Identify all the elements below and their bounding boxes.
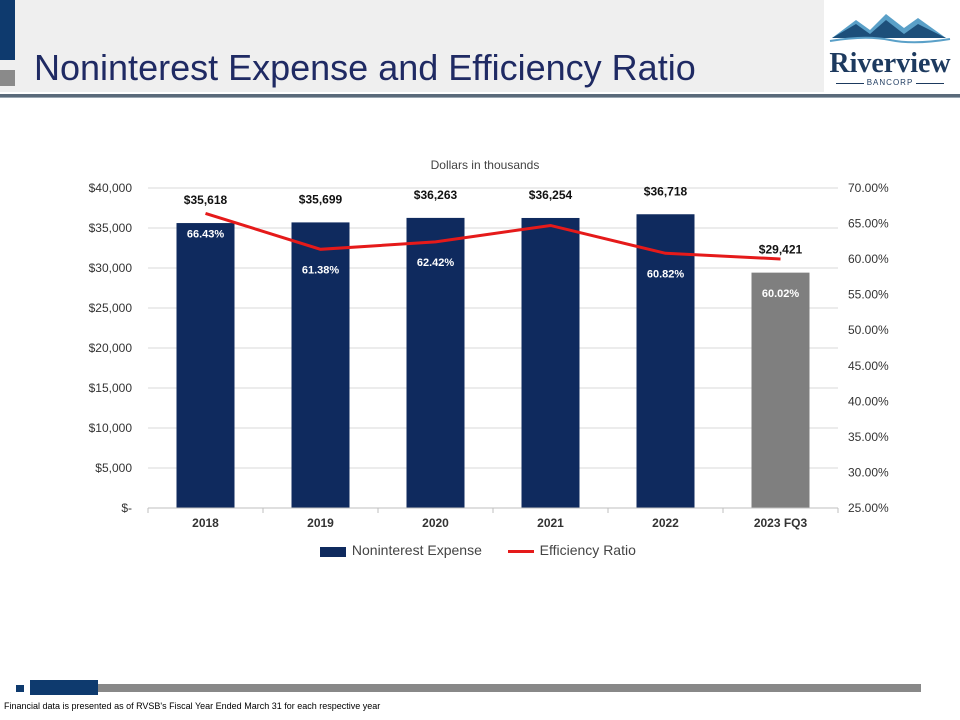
bar-value-label: $35,699	[299, 192, 343, 206]
chart-legend: Noninterest Expense Efficiency Ratio	[320, 541, 658, 558]
y-right-tick-label: 35.00%	[848, 430, 889, 444]
bar-value-label: $35,618	[184, 193, 228, 207]
x-tick-label: 2018	[192, 516, 219, 530]
y-left-tick-label: $15,000	[89, 381, 133, 395]
slide-header: Noninterest Expense and Efficiency Ratio…	[0, 0, 960, 97]
page-title: Noninterest Expense and Efficiency Ratio	[34, 47, 696, 88]
y-right-tick-label: 30.00%	[848, 465, 889, 479]
logo-wordmark: Riverview	[829, 48, 951, 79]
efficiency-ratio-line	[205, 211, 781, 261]
header-accent-gray	[0, 70, 15, 86]
footer-accent-gray	[98, 684, 921, 692]
ratio-value-label: 60.82%	[647, 268, 685, 280]
bar	[291, 222, 350, 508]
legend-label-expense: Noninterest Expense	[351, 542, 482, 559]
legend-label-ratio: Efficiency Ratio	[539, 542, 636, 559]
bar-value-label: $36,254	[529, 188, 573, 202]
bar	[406, 217, 465, 508]
x-tick-label: 2021	[537, 516, 564, 530]
y-left-tick-label: $5,000	[95, 461, 132, 475]
y-left-tick-label: $40,000	[89, 181, 133, 195]
y-left-tick-label: $30,000	[89, 261, 133, 275]
footer-accent-blue	[30, 680, 98, 695]
header-accent-blue	[0, 0, 15, 60]
x-tick-label: 2022	[652, 516, 679, 530]
y-right-tick-label: 65.00%	[848, 217, 889, 231]
logo-rule-left	[836, 83, 864, 84]
ratio-value-label: 62.42%	[417, 257, 455, 269]
header-rule	[0, 94, 960, 97]
logo-rule-right	[916, 83, 944, 84]
bar-value-label: $36,263	[414, 188, 458, 202]
ratio-value-label: 60.02%	[762, 288, 800, 300]
footer-accent-dot	[16, 685, 24, 692]
riverview-logo: Riverview BANCORP	[826, 8, 954, 92]
y-right-tick-label: 55.00%	[848, 288, 889, 302]
legend-item-expense: Noninterest Expense	[320, 542, 482, 558]
footnote: Financial data is presented as of RVSB's…	[4, 701, 381, 711]
legend-swatch-bar	[320, 546, 346, 557]
y-right-tick-label: 50.00%	[848, 323, 889, 337]
mountain-icon	[829, 14, 951, 44]
bar-value-label: $29,421	[759, 243, 803, 257]
bar	[751, 272, 810, 508]
logo-subtext: BANCORP	[866, 78, 914, 87]
ratio-value-label: 64.73%	[532, 202, 570, 214]
y-right-tick-label: 40.00%	[848, 394, 889, 408]
bar	[521, 217, 580, 508]
y-left-tick-label: $-	[121, 501, 132, 515]
chart-subtitle: Dollars in thousands	[430, 158, 540, 172]
legend-swatch-line	[507, 550, 534, 554]
y-left-tick-label: $25,000	[89, 301, 133, 315]
y-right-tick-label: 25.00%	[848, 501, 889, 515]
x-tick-label: 2020	[422, 516, 449, 530]
y-left-tick-label: $10,000	[89, 421, 133, 435]
bar-value-label: $36,718	[644, 184, 688, 198]
header-background	[0, 0, 824, 92]
x-tick-label: 2019	[307, 516, 334, 530]
y-right-tick-label: 70.00%	[848, 181, 889, 195]
ratio-value-label: 66.43%	[187, 228, 225, 240]
legend-item-ratio: Efficiency Ratio	[507, 542, 636, 559]
y-right-tick-label: 60.00%	[848, 252, 889, 266]
x-tick-label: 2023 FQ3	[754, 516, 808, 530]
ratio-value-label: 61.38%	[302, 264, 340, 276]
y-left-tick-label: $20,000	[89, 341, 133, 355]
y-right-tick-label: 45.00%	[848, 359, 889, 373]
header-rule-thin	[0, 97, 960, 98]
bar	[176, 223, 235, 508]
bar	[636, 214, 695, 509]
y-left-tick-label: $35,000	[89, 221, 133, 235]
